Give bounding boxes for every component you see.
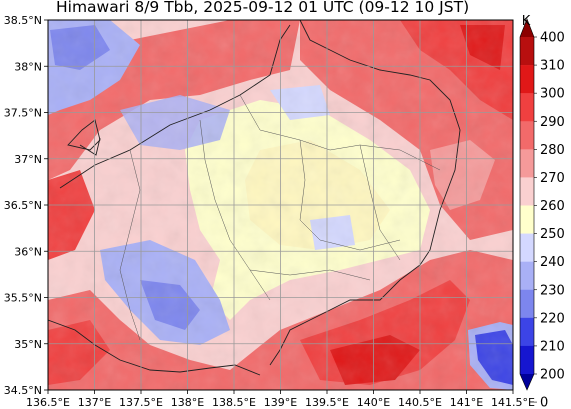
- colorbar-segment: [520, 345, 534, 375]
- colorbar-segment: [520, 261, 534, 291]
- x-tick-label: 139°E: [264, 396, 297, 409]
- x-tick-label: 136.5°E: [26, 396, 70, 409]
- x-tick-label: 138°E: [171, 396, 204, 409]
- colorbar-tick-label: 270: [540, 171, 565, 186]
- colorbar-segment: [520, 289, 534, 319]
- prefecture-borders: [119, 94, 441, 341]
- x-tick-label: 141.5°E: [491, 396, 535, 409]
- colorbar-segment: [520, 37, 534, 66]
- colorbar-tick-label: 240: [540, 255, 565, 270]
- colorbar-tick-label: 400: [540, 31, 565, 46]
- colorbar-tick-label: 230: [540, 283, 565, 298]
- x-tick-label: 137.5°E: [119, 396, 163, 409]
- x-tick-label: 139.5°E: [305, 396, 349, 409]
- map-gridlines: [48, 20, 513, 390]
- y-tick-label: 35.5°N: [4, 292, 42, 305]
- y-tick-label: 35°N: [14, 338, 42, 351]
- colorbar-tick-label: 310: [540, 59, 565, 74]
- colorbar-tick-label: 260: [540, 199, 565, 214]
- colorbar: [519, 18, 535, 391]
- y-tick-label: 37.5°N: [4, 107, 42, 120]
- colorbar-tick-label: 280: [540, 143, 565, 158]
- colorbar-segment: [520, 177, 534, 206]
- longitude-ticks: 136.5°E 137°E 137.5°E 138°E 138.5°E 139°E 139.…: [26, 390, 535, 409]
- colorbar-extend-top: [520, 19, 534, 37]
- y-tick-label: 36°N: [14, 245, 42, 258]
- x-tick-label: 137°E: [78, 396, 111, 409]
- x-tick-label: 141°E: [450, 396, 483, 409]
- colorbar-tick-label: 300: [540, 87, 565, 102]
- y-tick-label: 34.5°N: [4, 384, 42, 397]
- x-tick-label: 140.5°E: [398, 396, 442, 409]
- colorbar-ticks: 400 310 300 290 280 270 260 250 240 230 220 210 200 0: [534, 31, 565, 409]
- colorbar-tick-label: 200: [540, 368, 565, 383]
- colorbar-segment: [520, 233, 534, 262]
- colorbar-tick-label: 290: [540, 115, 565, 130]
- colorbar-extend-bottom: [520, 374, 534, 390]
- x-tick-label: 138.5°E: [212, 396, 256, 409]
- colorbar-segment: [520, 205, 534, 234]
- latitude-ticks: 38.5°N 38°N 37.5°N 37°N 36.5°N 36°N 35.5°N 35°N…: [4, 14, 48, 397]
- colorbar-tick-label: 250: [540, 227, 565, 242]
- colorbar-segment: [520, 149, 534, 178]
- colorbar-segment: [520, 65, 534, 94]
- x-tick-label: 140°E: [357, 396, 390, 409]
- colorbar-unit: K: [522, 14, 531, 29]
- map-title: Himawari 8/9 Tbb, 2025-09-12 01 UTC (09-…: [56, 0, 470, 16]
- colorbar-segment: [520, 317, 534, 347]
- colorbar-tick-label: 220: [540, 311, 565, 326]
- colorbar-segment: [520, 93, 534, 122]
- y-tick-label: 36.5°N: [4, 199, 42, 212]
- colorbar-segment: [520, 121, 534, 150]
- colorbar-tick-label: 0: [540, 396, 548, 409]
- y-tick-label: 37°N: [14, 153, 42, 166]
- colorbar-tick-label: 210: [540, 339, 565, 354]
- y-tick-label: 38°N: [14, 60, 42, 73]
- y-tick-label: 38.5°N: [4, 14, 42, 27]
- coastlines: [48, 20, 461, 376]
